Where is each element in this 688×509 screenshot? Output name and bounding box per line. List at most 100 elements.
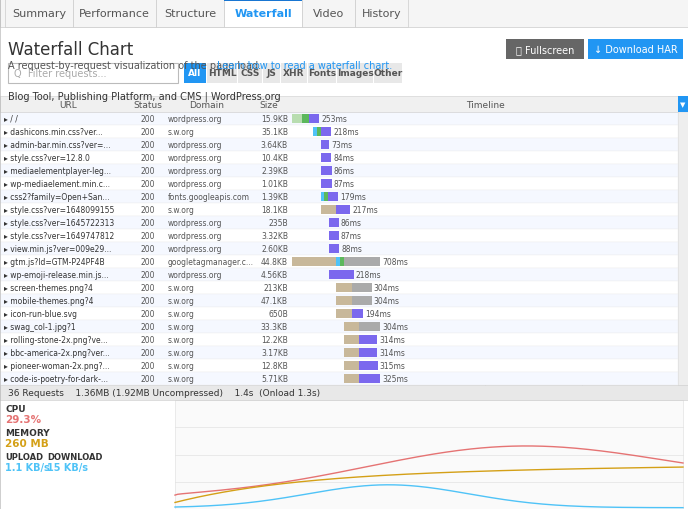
Text: ▸ style.css?ver=1645722313: ▸ style.css?ver=1645722313 [4,218,114,228]
Text: 4.56KB: 4.56KB [261,270,288,279]
Bar [0,268,678,281]
Text: ▸ dashicons.min.css?ver...: ▸ dashicons.min.css?ver... [4,128,103,137]
Text: ▸ code-is-poetry-for-dark-...: ▸ code-is-poetry-for-dark-... [4,374,108,383]
Bar [352,284,372,293]
Text: 304ms: 304ms [382,322,408,331]
Text: 35.1KB: 35.1KB [261,128,288,137]
Text: 15.9KB: 15.9KB [261,115,288,124]
Text: 200: 200 [141,309,155,318]
Bar [506,40,584,60]
Text: wordpress.org: wordpress.org [168,154,222,163]
Text: 325ms: 325ms [382,374,408,383]
Bar [0,372,678,385]
Text: HTML: HTML [208,69,236,78]
Bar [0,346,678,359]
Bar [328,192,338,202]
Text: 18.1KB: 18.1KB [261,206,288,215]
Bar [0,0,688,28]
Bar [321,180,332,189]
Bar [263,64,280,84]
Bar [0,385,688,400]
Text: ▸ style.css?ver=12.8.0: ▸ style.css?ver=12.8.0 [4,154,90,163]
Bar [374,64,402,84]
Bar [292,258,336,267]
Text: 1.01KB: 1.01KB [261,180,288,189]
Bar [0,191,678,204]
Text: 200: 200 [141,128,155,137]
Text: Performance: Performance [79,9,150,19]
Text: 200: 200 [141,192,155,202]
Bar [0,178,678,191]
Text: 200: 200 [141,244,155,253]
Bar [292,115,301,124]
Text: 10.4KB: 10.4KB [261,154,288,163]
Text: ▸ gtm.js?Id=GTM-P24PF4B: ▸ gtm.js?Id=GTM-P24PF4B [4,258,105,267]
Text: ▸ wp-mediaelement.min.c...: ▸ wp-mediaelement.min.c... [4,180,110,189]
Text: History: History [362,9,401,19]
Text: 29.3%: 29.3% [5,414,41,424]
Text: 1.1 KB/s: 1.1 KB/s [5,462,50,472]
Bar [355,0,408,28]
Bar [0,333,678,346]
Bar [302,0,355,28]
Bar [329,218,338,228]
Text: Images: Images [336,69,374,78]
Bar [358,361,378,370]
Text: 217ms: 217ms [352,206,378,215]
Bar [336,309,352,318]
Text: 200: 200 [141,361,155,370]
Bar [321,166,332,176]
Bar [0,281,678,294]
Bar [340,258,344,267]
Text: wordpress.org: wordpress.org [168,218,222,228]
Text: 15 KB/s: 15 KB/s [47,462,88,472]
Bar [316,128,321,137]
Text: wordpress.org: wordpress.org [168,180,222,189]
Text: Domain: Domain [189,100,224,109]
Text: 12.8KB: 12.8KB [261,361,288,370]
Text: ▸ bbc-america-2x.png?ver...: ▸ bbc-america-2x.png?ver... [4,348,110,357]
Text: 3.17KB: 3.17KB [261,348,288,357]
Text: MEMORY: MEMORY [5,429,50,438]
Text: 2.60KB: 2.60KB [261,244,288,253]
Text: Video: Video [313,9,344,19]
Text: 86ms: 86ms [341,218,362,228]
Text: 304ms: 304ms [374,296,400,305]
Text: JS: JS [266,69,277,78]
Text: 235B: 235B [268,218,288,228]
Text: ▸ view.min.js?ver=009e29...: ▸ view.min.js?ver=009e29... [4,244,111,253]
Text: 200: 200 [141,258,155,267]
Bar [358,322,380,331]
Text: 200: 200 [141,154,155,163]
Bar [238,64,262,84]
Text: ▸ swag_col-1.jpg?1: ▸ swag_col-1.jpg?1 [4,322,76,331]
Text: XHR: XHR [283,69,305,78]
Text: Structure: Structure [164,9,216,19]
Text: 200: 200 [141,335,155,344]
Bar [224,0,302,2]
Bar [0,165,678,178]
Text: 1.39KB: 1.39KB [261,192,288,202]
Bar [321,128,332,137]
Text: wordpress.org: wordpress.org [168,166,222,176]
Text: 650B: 650B [268,309,288,318]
Text: 87ms: 87ms [341,232,362,241]
Text: s.w.org: s.w.org [168,128,195,137]
Text: ▸ style.css?ver=1649747812: ▸ style.css?ver=1649747812 [4,232,114,241]
Bar [313,128,316,137]
Bar [0,152,678,165]
Bar [5,0,73,28]
Text: Learn how to read a waterfall chart.: Learn how to read a waterfall chart. [217,61,393,71]
Text: Summary: Summary [12,9,66,19]
Bar [358,335,377,344]
Text: A request-by-request visualization of the page load.: A request-by-request visualization of th… [8,61,264,71]
Bar [308,64,336,84]
Text: 314ms: 314ms [379,348,405,357]
Text: wordpress.org: wordpress.org [168,244,222,253]
Text: UPLOAD: UPLOAD [5,453,43,462]
Text: s.w.org: s.w.org [168,322,195,331]
Text: ▸ icon-run-blue.svg: ▸ icon-run-blue.svg [4,309,77,318]
Text: 200: 200 [141,115,155,124]
Text: wordpress.org: wordpress.org [168,140,222,150]
Text: s.w.org: s.w.org [168,284,195,293]
